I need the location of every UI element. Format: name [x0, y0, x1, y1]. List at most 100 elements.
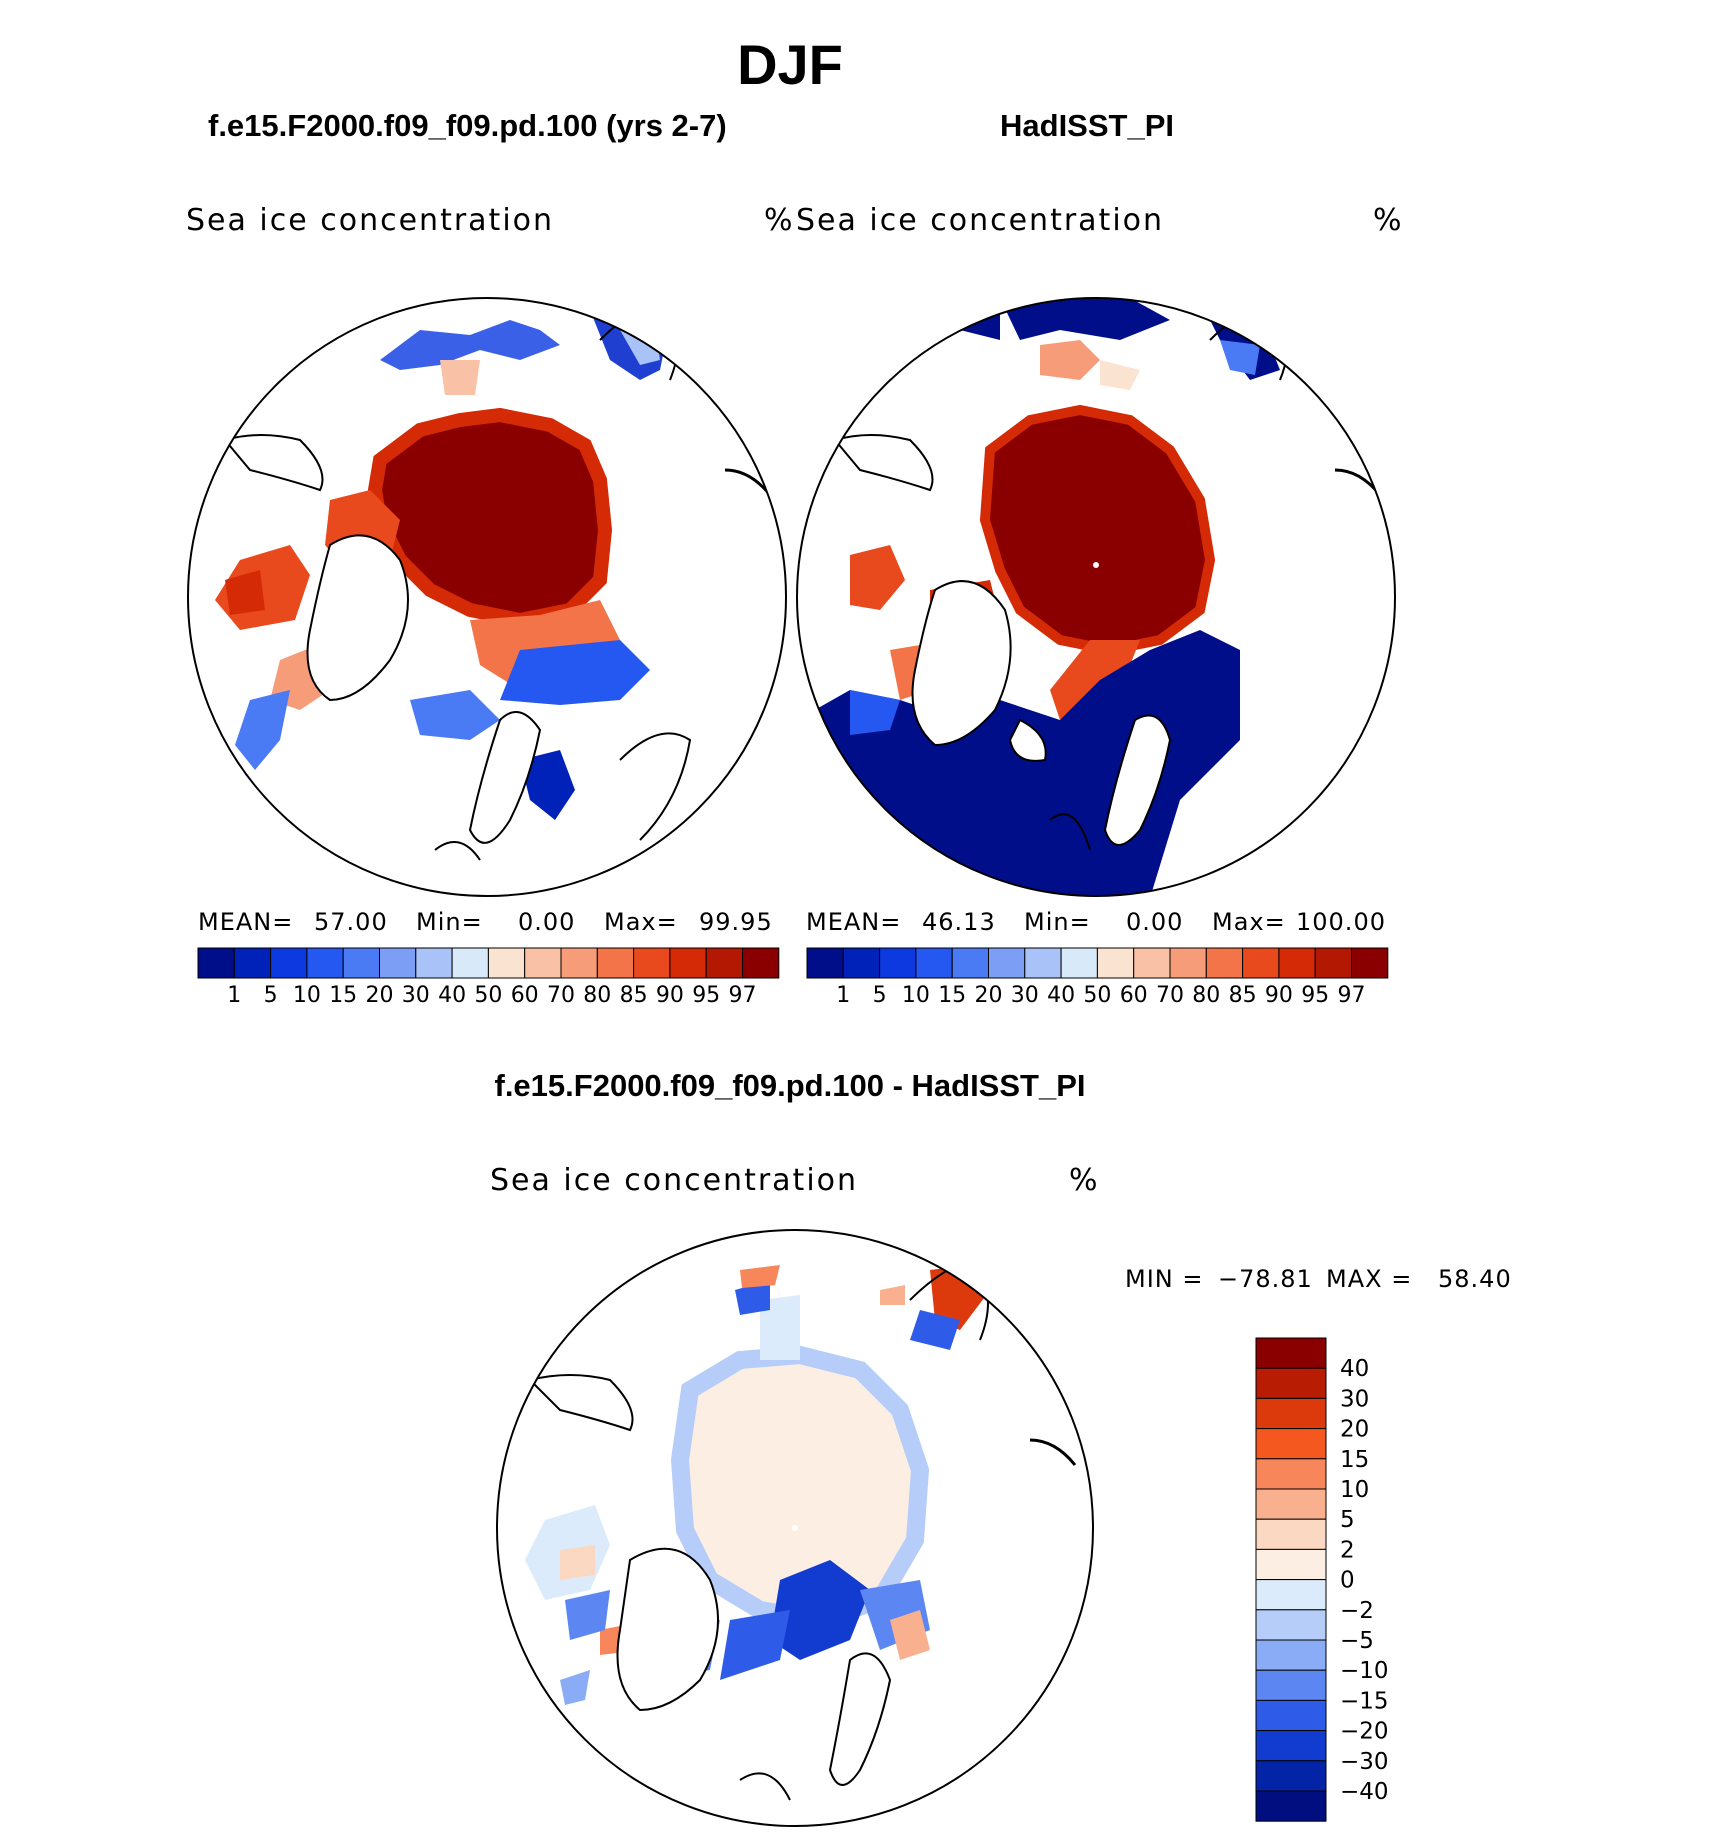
panel-2-mean-label: MEAN=: [806, 908, 902, 936]
difference-colorbar-swatch: [1255, 1639, 1327, 1671]
difference-colorbar-tick-label: 10: [1340, 1477, 1369, 1503]
panel-1-min-label: Min=: [416, 908, 483, 936]
panel-2-colorbar-tick-label: 15: [938, 983, 966, 1008]
difference-colorbar-tick-label: −10: [1340, 1658, 1389, 1684]
panel-1-colorbar-swatch: [487, 947, 526, 979]
panel-2-colorbar-swatch: [1242, 947, 1280, 979]
panel-2-colorbar-swatch: [1133, 947, 1171, 979]
panel-1-colorbar-tick-label: 5: [264, 983, 278, 1008]
panel-1-colorbar-swatch: [596, 947, 635, 979]
difference-colorbar-tick-label: −15: [1340, 1688, 1389, 1714]
difference-colorbar-swatch: [1255, 1337, 1327, 1369]
panel-2-variable-label: Sea ice concentration: [796, 203, 1165, 238]
difference-colorbar-swatch: [1255, 1488, 1327, 1520]
difference-colorbar-tick-label: 30: [1340, 1386, 1369, 1412]
panel-1-colorbar-swatch: [524, 947, 562, 979]
panel-1-colorbar-tick-label: 30: [402, 983, 430, 1008]
difference-colorbar-swatch: [1255, 1548, 1327, 1581]
difference-colorbar-tick-label: −2: [1340, 1598, 1374, 1624]
panel-1-min-value: 0.00: [518, 908, 576, 936]
panel-2-min-value: 0.00: [1126, 908, 1184, 936]
difference-colorbar-tick-label: 5: [1340, 1507, 1355, 1533]
panel-2-colorbar: 1 5 10 15 20 30 40 50 60 70 80 85 90 95 97: [806, 947, 1389, 1008]
panel-1-colorbar-swatch: [415, 947, 453, 979]
panel-1-colorbar-swatch: [742, 947, 780, 979]
difference-colorbar-swatch: [1255, 1579, 1327, 1611]
difference-colorbar-tick-label: −40: [1340, 1779, 1389, 1805]
map-panel-1-boundary: [187, 297, 787, 897]
panel-1-max-value: 99.95: [699, 908, 773, 936]
panel-1-colorbar-swatch: [633, 947, 671, 979]
panel-2-colorbar-tick-label: 70: [1156, 983, 1184, 1008]
map-panel-2-boundary: [796, 297, 1396, 897]
difference-min-value: −78.81: [1218, 1265, 1313, 1293]
panel-1-colorbar-tick-label: 60: [511, 983, 539, 1008]
panel-2-colorbar-swatch: [1169, 947, 1207, 979]
map-difference: [497, 1230, 1093, 1826]
panel-1-mean-label: MEAN=: [198, 908, 294, 936]
panel-1-colorbar-tick-label: 80: [583, 983, 611, 1008]
difference-colorbar-swatch: [1255, 1790, 1327, 1822]
panel-2-colorbar-tick-label: 85: [1229, 983, 1257, 1008]
difference-colorbar-swatch: [1255, 1609, 1327, 1641]
panel-2-colorbar-swatch: [806, 947, 844, 979]
panel-1-colorbar-swatch: [306, 947, 344, 979]
panel-2-colorbar-tick-label: 97: [1338, 983, 1366, 1008]
difference-min-label: MIN =: [1125, 1265, 1204, 1293]
panel-2-colorbar-swatch: [1314, 947, 1352, 979]
panel-1-colorbar-tick-label: 15: [329, 983, 357, 1008]
panel-2-colorbar-tick-label: 80: [1192, 983, 1220, 1008]
panel-1-colorbar-swatch: [233, 947, 272, 979]
panel-1-colorbar: 1 5 10 15 20 30 40 50 60 70 80 85 90 95 97: [197, 947, 780, 1008]
panel-2-colorbar-swatch: [879, 947, 917, 979]
panel-1-colorbar-swatch: [379, 947, 417, 979]
panel-1-colorbar-swatch: [197, 947, 235, 979]
difference-colorbar-tick-label: 2: [1340, 1537, 1355, 1563]
main-title: DJF: [737, 33, 843, 96]
panel-2-max-value: 100.00: [1296, 908, 1386, 936]
panel-1-colorbar-tick-label: 85: [620, 983, 648, 1008]
panel-1-colorbar-tick-label: 20: [366, 983, 394, 1008]
panel-2-colorbar-tick-label: 30: [1011, 983, 1039, 1008]
panel-2-colorbar-tick-label: 1: [836, 983, 850, 1008]
panel-2-min-label: Min=: [1024, 908, 1091, 936]
panel-1-colorbar-swatch: [560, 947, 598, 979]
difference-colorbar-tick-label: 40: [1340, 1356, 1369, 1382]
panel-1-case-title: f.e15.F2000.f09_f09.pd.100 (yrs 2-7): [208, 108, 727, 143]
panel-1-units-label: %: [764, 203, 795, 238]
panel-1-mean-value: 57.00: [314, 908, 388, 936]
difference-colorbar-tick-label: 0: [1340, 1568, 1355, 1594]
panel-1-colorbar-swatch: [451, 947, 489, 979]
panel-2-max-label: Max=: [1212, 908, 1286, 936]
panel-2-colorbar-swatch: [915, 947, 953, 979]
difference-colorbar-swatch: [1255, 1367, 1327, 1399]
panel-2-case-title: HadISST_PI: [1000, 108, 1174, 143]
difference-max-label: MAX =: [1326, 1265, 1413, 1293]
panel-2-colorbar-tick-label: 20: [975, 983, 1003, 1008]
difference-colorbar-swatch: [1255, 1699, 1327, 1732]
panel-2-colorbar-tick-label: 50: [1083, 983, 1111, 1008]
difference-colorbar-tick-label: −5: [1340, 1628, 1374, 1654]
panel-2-colorbar-swatch: [988, 947, 1026, 979]
panel-1-variable-label: Sea ice concentration: [186, 203, 555, 238]
difference-colorbar-swatch: [1255, 1397, 1327, 1430]
panel-1-colorbar-tick-label: 95: [692, 983, 720, 1008]
panel-2-colorbar-swatch: [1060, 947, 1098, 979]
panel-2-colorbar-tick-label: 5: [873, 983, 887, 1008]
difference-colorbar-tick-label: 20: [1340, 1417, 1369, 1443]
panel-1-colorbar-tick-label: 70: [547, 983, 575, 1008]
panel-1-colorbar-swatch: [342, 947, 381, 979]
panel-2-colorbar-tick-label: 90: [1265, 983, 1293, 1008]
difference-colorbar-swatch: [1255, 1518, 1327, 1550]
panel-1-colorbar-tick-label: 10: [293, 983, 321, 1008]
panel-2-mean-value: 46.13: [922, 908, 996, 936]
difference-colorbar-swatch: [1255, 1760, 1327, 1792]
difference-colorbar-tick-label: 15: [1340, 1447, 1369, 1473]
panel-2-colorbar-swatch: [1205, 947, 1244, 979]
difference-units-label: %: [1069, 1163, 1100, 1198]
difference-max-value: 58.40: [1438, 1265, 1512, 1293]
panel-2-colorbar-swatch: [1278, 947, 1316, 979]
panel-1-colorbar-swatch: [270, 947, 308, 979]
